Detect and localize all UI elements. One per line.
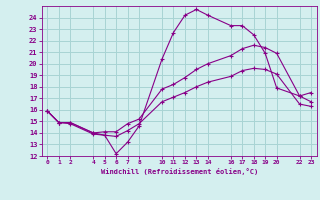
X-axis label: Windchill (Refroidissement éolien,°C): Windchill (Refroidissement éolien,°C) — [100, 168, 258, 175]
